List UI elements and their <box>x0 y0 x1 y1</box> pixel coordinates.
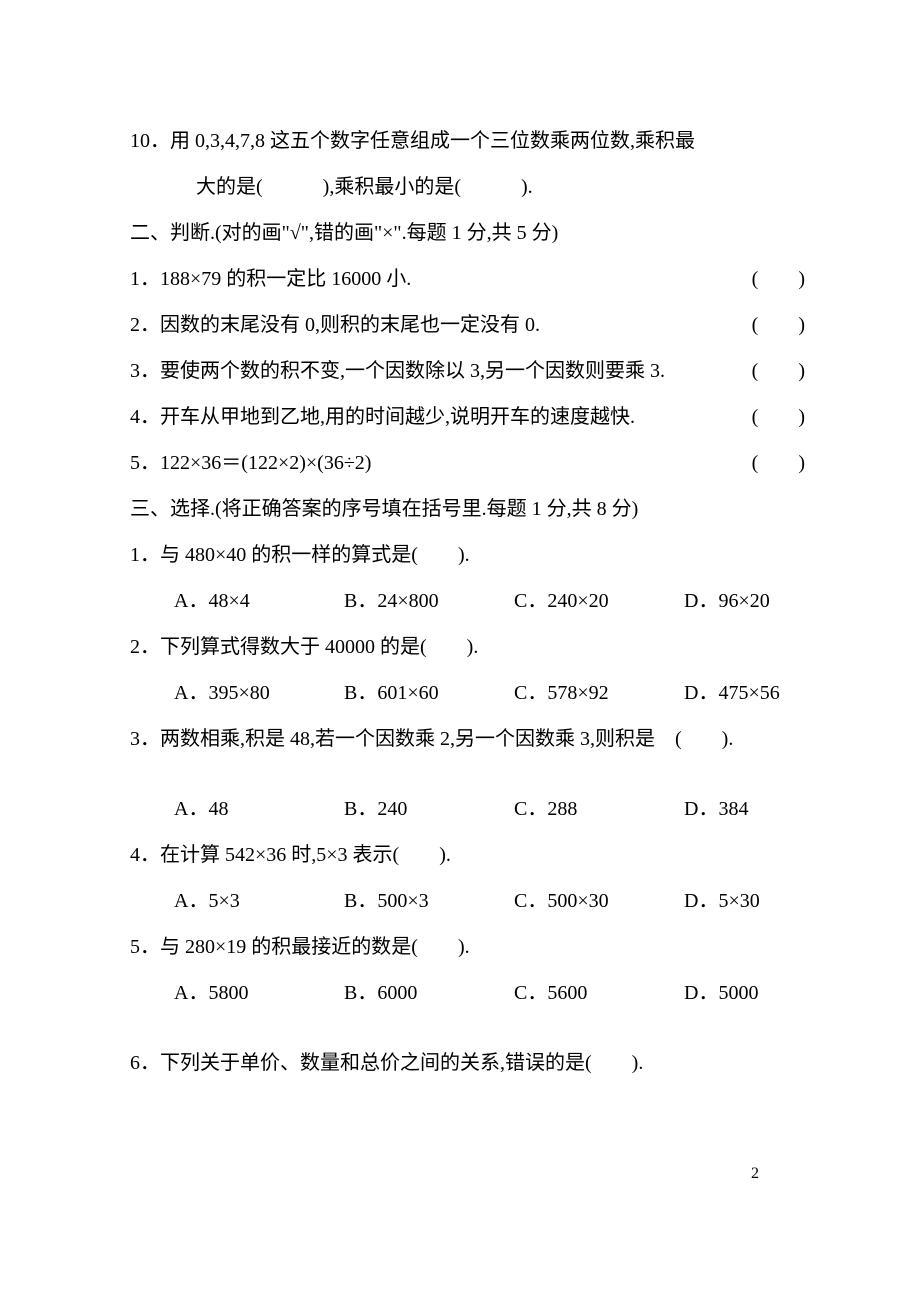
s3-q3-opt-a: A．48 <box>174 786 344 832</box>
s3-q1-options: A．48×4 B．24×800 C．240×20 D．96×20 <box>130 578 805 624</box>
s2-q5-text: 122×36＝(122×2)×(36÷2) <box>160 452 371 474</box>
s3-q5-opt-c: C．5600 <box>514 970 684 1016</box>
s3-q4-opt-c: C．500×30 <box>514 878 684 924</box>
s3-q5-opt-b: B．6000 <box>344 970 514 1016</box>
s3-q2-opt-c: C．578×92 <box>514 670 684 716</box>
s3-q5-options: A．5800 B．6000 C．5600 D．5000 <box>130 970 805 1016</box>
s3-q1-opt-b: B．24×800 <box>344 578 514 624</box>
s3-q2-opt-b: B．601×60 <box>344 670 514 716</box>
s3-q4-options: A．5×3 B．500×3 C．500×30 D．5×30 <box>130 878 805 924</box>
s2-q3-text: 要使两个数的积不变,一个因数除以 3,另一个因数则要乘 3. <box>160 360 665 382</box>
s3-q4-stem: 4．在计算 542×36 时,5×3 表示( ). <box>130 832 805 878</box>
s2-q3-paren: ( ) <box>752 348 805 394</box>
s2-q3-num: 3． <box>130 360 160 382</box>
section3-heading: 三、选择.(将正确答案的序号填在括号里.每题 1 分,共 8 分) <box>130 486 805 532</box>
q10-line1: 10．用 0,3,4,7,8 这五个数字任意组成一个三位数乘两位数,乘积最 <box>130 118 805 164</box>
s2-q4-paren: ( ) <box>752 394 805 440</box>
s3-q3-opt-d: D．384 <box>684 786 748 832</box>
s2-q5-num: 5． <box>130 452 160 474</box>
s3-q4-opt-b: B．500×3 <box>344 878 514 924</box>
s3-q3-stem: 3．两数相乘,积是 48,若一个因数乘 2,另一个因数乘 3,则积是 ( ). <box>130 716 805 762</box>
s2-q5-paren: ( ) <box>752 440 805 486</box>
s2-q4-text: 开车从甲地到乙地,用的时间越少,说明开车的速度越快. <box>160 406 635 428</box>
s2-q1: 1．188×79 的积一定比 16000 小. ( ) <box>130 256 805 302</box>
s3-q1-opt-c: C．240×20 <box>514 578 684 624</box>
s2-q2-paren: ( ) <box>752 302 805 348</box>
s3-q2-options: A．395×80 B．601×60 C．578×92 D．475×56 <box>130 670 805 716</box>
s3-q5-opt-a: A．5800 <box>174 970 344 1016</box>
s2-q1-num: 1． <box>130 268 160 290</box>
s3-q2-stem: 2．下列算式得数大于 40000 的是( ). <box>130 624 805 670</box>
s3-q4-opt-a: A．5×3 <box>174 878 344 924</box>
page-number: 2 <box>130 1156 805 1193</box>
s3-q5-stem: 5．与 280×19 的积最接近的数是( ). <box>130 924 805 970</box>
s2-q1-text: 188×79 的积一定比 16000 小. <box>160 268 411 290</box>
q10-line2: 大的是( ),乘积最小的是( ). <box>130 164 805 210</box>
s3-q2-opt-a: A．395×80 <box>174 670 344 716</box>
s2-q3: 3．要使两个数的积不变,一个因数除以 3,另一个因数则要乘 3. ( ) <box>130 348 805 394</box>
s3-q6-stem: 6．下列关于单价、数量和总价之间的关系,错误的是( ). <box>130 1040 805 1086</box>
s3-q3-opt-c: C．288 <box>514 786 684 832</box>
s3-q3-opt-b: B．240 <box>344 786 514 832</box>
q10-text1: 用 0,3,4,7,8 这五个数字任意组成一个三位数乘两位数,乘积最 <box>170 130 695 152</box>
s3-q1-opt-a: A．48×4 <box>174 578 344 624</box>
s2-q4: 4．开车从甲地到乙地,用的时间越少,说明开车的速度越快. ( ) <box>130 394 805 440</box>
s3-q5-opt-d: D．5000 <box>684 970 758 1016</box>
s2-q2: 2．因数的末尾没有 0,则积的末尾也一定没有 0. ( ) <box>130 302 805 348</box>
s2-q5: 5．122×36＝(122×2)×(36÷2) ( ) <box>130 440 805 486</box>
s2-q4-num: 4． <box>130 406 160 428</box>
s3-q1-opt-d: D．96×20 <box>684 578 770 624</box>
s3-q2-opt-d: D．475×56 <box>684 670 780 716</box>
s3-q1-stem: 1．与 480×40 的积一样的算式是( ). <box>130 532 805 578</box>
page-content: 10．用 0,3,4,7,8 这五个数字任意组成一个三位数乘两位数,乘积最 大的… <box>0 0 920 1233</box>
section2-heading: 二、判断.(对的画"√",错的画"×".每题 1 分,共 5 分) <box>130 210 805 256</box>
q10-number: 10． <box>130 130 170 152</box>
s3-q3-options: A．48 B．240 C．288 D．384 <box>130 786 805 832</box>
s2-q2-text: 因数的末尾没有 0,则积的末尾也一定没有 0. <box>160 314 540 336</box>
s2-q1-paren: ( ) <box>752 256 805 302</box>
s3-q4-opt-d: D．5×30 <box>684 878 760 924</box>
s2-q2-num: 2． <box>130 314 160 336</box>
